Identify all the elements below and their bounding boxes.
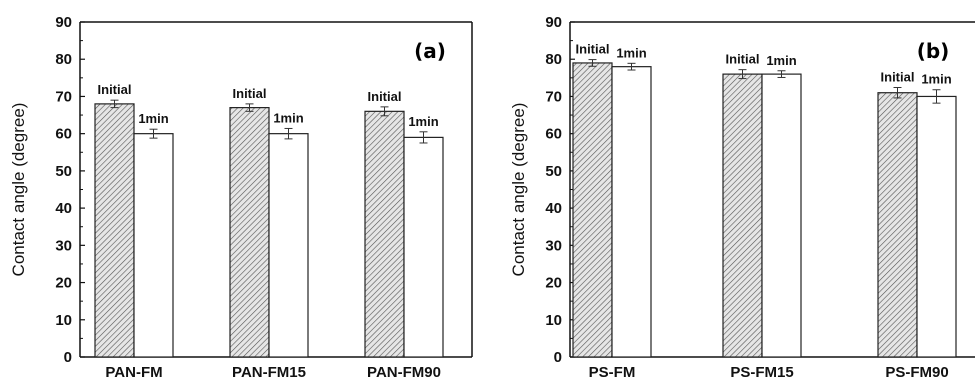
y-tick-label: 20: [55, 275, 72, 292]
x-category-label: PAN-FM90: [367, 364, 441, 381]
y-tick-label: 50: [55, 163, 72, 180]
y-tick-label: 0: [554, 349, 562, 366]
bar-series-label: Initial: [368, 89, 402, 104]
y-axis-title: Contact angle (degree): [509, 103, 528, 277]
bar-1min: [133, 133, 174, 358]
bar-series-label: Initial: [881, 70, 915, 85]
y-tick-label: 40: [55, 200, 72, 217]
y-tick-label: 60: [55, 126, 72, 143]
bar-series-label: 1min: [766, 53, 796, 68]
y-tick-label: 10: [545, 312, 562, 329]
x-category-label: PS-FM15: [730, 364, 793, 381]
bar-series-label: Initial: [576, 42, 610, 57]
bar-initial: [572, 62, 613, 358]
y-tick-label: 0: [64, 349, 72, 366]
y-tick-label: 70: [55, 88, 72, 105]
y-tick-label: 80: [55, 51, 72, 68]
y-tick-label: 80: [545, 51, 562, 68]
bar-initial: [722, 73, 763, 358]
bar-1min: [403, 136, 444, 358]
bar-1min: [916, 95, 957, 358]
x-category-label: PAN-FM: [105, 364, 162, 381]
bar-series-label: 1min: [616, 45, 646, 60]
bar-series-label: Initial: [233, 86, 267, 101]
bar-1min: [761, 73, 802, 358]
bar-initial: [877, 92, 918, 358]
panel-label: (b): [917, 39, 950, 63]
y-tick-label: 30: [55, 237, 72, 254]
y-tick-label: 90: [55, 14, 72, 31]
bar-series-label: 1min: [138, 111, 168, 126]
bar-initial: [364, 110, 405, 358]
bar-1min: [611, 66, 652, 358]
y-tick-label: 90: [545, 14, 562, 31]
chart-panel-a: 0 10 20 30 40 50 60 70 80 90 Contact angle (degree…: [9, 14, 473, 381]
x-category-label: PS-FM: [589, 364, 636, 381]
y-tick-label: 30: [545, 237, 562, 254]
bar-series-label: 1min: [273, 110, 303, 125]
panel-label: (a): [414, 39, 446, 63]
y-tick-label: 40: [545, 200, 562, 217]
bar-initial: [229, 107, 270, 358]
x-category-label: PAN-FM15: [232, 364, 306, 381]
y-tick-label: 60: [545, 126, 562, 143]
bar-series-label: 1min: [921, 72, 951, 87]
y-tick-label: 70: [545, 88, 562, 105]
bar-series-label: Initial: [726, 52, 760, 67]
y-tick-label: 50: [545, 163, 562, 180]
y-tick-label: 10: [55, 312, 72, 329]
bar-1min: [268, 133, 309, 358]
bar-initial: [94, 103, 135, 358]
y-tick-label: 20: [545, 275, 562, 292]
x-category-label: PS-FM90: [885, 364, 948, 381]
chart-panel-b: 0 10 20 30 40 50 60 70 80 90 Contact angle (degree…: [509, 14, 975, 381]
y-axis-title: Contact angle (degree): [9, 103, 28, 277]
bar-series-label: 1min: [408, 114, 438, 129]
bar-series-label: Initial: [98, 82, 132, 97]
